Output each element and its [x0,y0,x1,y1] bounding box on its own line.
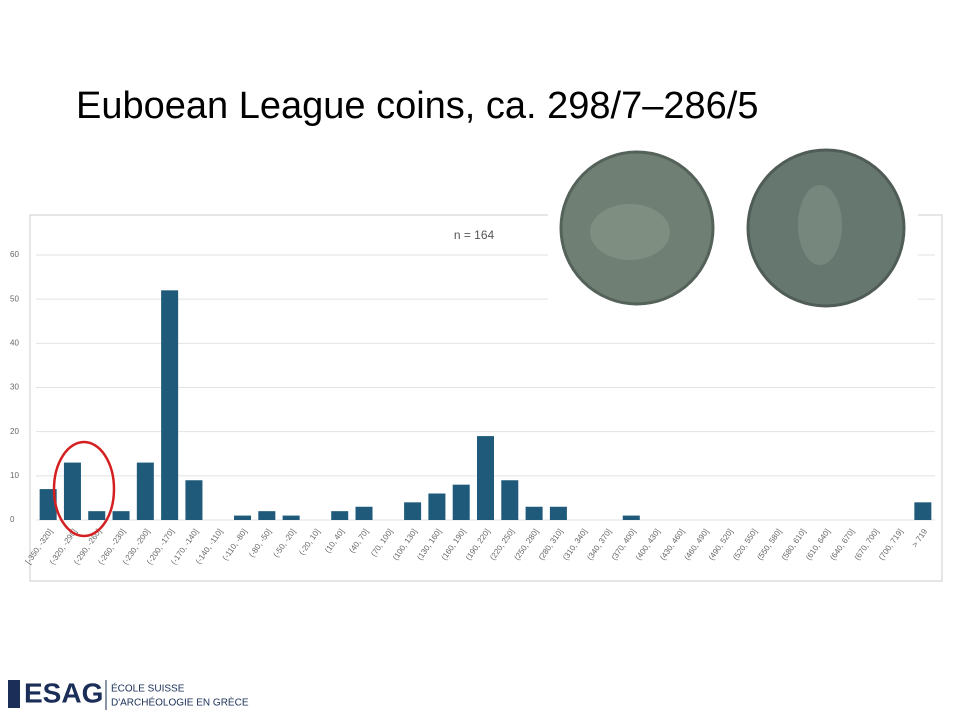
coin-detail [798,185,842,265]
bar [331,511,349,520]
y-tick-label: 20 [10,427,19,436]
bar [39,489,57,520]
slide-title: Euboean League coins, ca. 298/7–286/5 [76,85,758,127]
bar [428,493,446,520]
bar [549,506,567,520]
institution-line: D'ARCHÉOLOGIE EN GRÈCE [111,696,249,709]
y-tick-label: 10 [10,471,19,480]
bar [501,480,519,520]
bar [525,506,543,520]
y-tick-label: 50 [10,294,19,303]
bar [63,462,81,520]
bar [185,480,203,520]
bar [355,506,373,520]
bar [161,290,179,520]
bar [258,511,276,520]
bar [136,462,154,520]
bar [476,436,495,520]
logo: ESAG ÉCOLE SUISSE D'ARCHÉOLOGIE EN GRÈCE [8,677,249,710]
bar [88,511,106,520]
y-tick-label: 60 [10,250,19,259]
logo-text: ESAG [24,677,103,708]
bar [404,502,422,520]
bar [452,484,470,520]
y-tick-label: 40 [10,338,19,347]
y-tick-label: 30 [10,383,19,392]
chart-title: n = 164 [454,228,495,242]
coin-detail [590,204,670,260]
y-tick-label: 0 [10,515,15,524]
institution-line: ÉCOLE SUISSE [111,682,185,695]
bar [282,515,300,520]
logo-mark [8,680,20,708]
bar [234,515,252,520]
bar [112,511,130,520]
bar [622,515,640,520]
bar [914,502,932,520]
highlight-ellipse [52,440,116,538]
